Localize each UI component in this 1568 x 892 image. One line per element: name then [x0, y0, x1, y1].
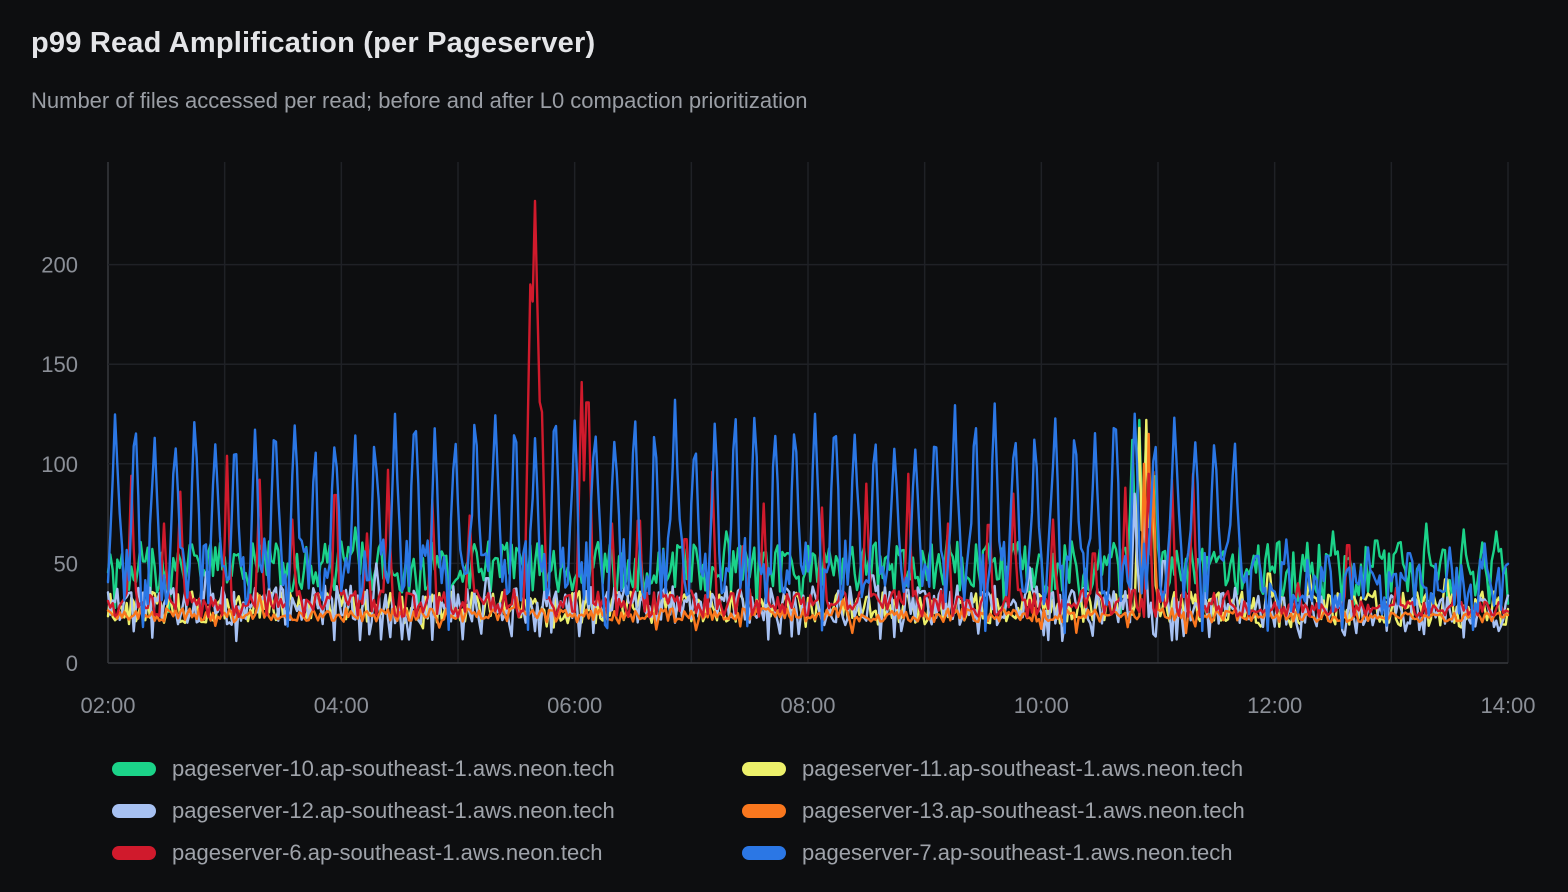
chart-subtitle: Number of files accessed per read; befor… — [31, 88, 808, 113]
legend-label: pageserver-7.ap-southeast-1.aws.neon.tec… — [802, 839, 1233, 865]
legend-swatch-orange — [742, 803, 786, 818]
legend-item-pageserver-11[interactable]: pageserver-11.ap-southeast-1.aws.neon.te… — [742, 753, 1245, 784]
legend-item-pageserver-10[interactable]: pageserver-10.ap-southeast-1.aws.neon.te… — [112, 753, 742, 784]
legend-item-pageserver-13[interactable]: pageserver-13.ap-southeast-1.aws.neon.te… — [742, 795, 1245, 826]
x-axis-tick-label: 14:00 — [1480, 693, 1535, 718]
y-axis-tick-label: 200 — [41, 253, 78, 278]
legend-label: pageserver-12.ap-southeast-1.aws.neon.te… — [172, 797, 615, 823]
legend-swatch-red — [112, 845, 156, 860]
legend-item-pageserver-12[interactable]: pageserver-12.ap-southeast-1.aws.neon.te… — [112, 795, 742, 826]
legend-swatch-yellow — [742, 761, 786, 776]
legend-label: pageserver-13.ap-southeast-1.aws.neon.te… — [802, 797, 1245, 823]
series-line-5 — [106, 398, 1510, 635]
y-axis-tick-label: 0 — [66, 651, 78, 676]
x-axis-tick-label: 12:00 — [1247, 693, 1302, 718]
legend-item-pageserver-6[interactable]: pageserver-6.ap-southeast-1.aws.neon.tec… — [112, 837, 742, 868]
series-line-0 — [106, 418, 1510, 615]
legend-swatch-green — [112, 761, 156, 776]
plot-canvas[interactable]: 0 50 100 150 200 02:00 04:00 06:00 08:00 10:00 12:… — [0, 0, 1568, 735]
series-line-3 — [106, 432, 1510, 635]
legend-label: pageserver-11.ap-southeast-1.aws.neon.te… — [802, 755, 1244, 781]
legend-label: pageserver-6.ap-southeast-1.aws.neon.tec… — [172, 839, 603, 865]
x-axis-tick-label: 10:00 — [1014, 693, 1069, 718]
series-line-4 — [106, 199, 1510, 619]
x-axis-tick-label: 08:00 — [780, 693, 835, 718]
series-line-2 — [106, 492, 1510, 643]
legend-swatch-light-blue — [112, 803, 156, 818]
x-axis-tick-label: 04:00 — [314, 693, 369, 718]
legend-label: pageserver-10.ap-southeast-1.aws.neon.te… — [172, 755, 615, 781]
y-axis-tick-label: 100 — [41, 452, 78, 477]
chart-title: p99 Read Amplification (per Pageserver) — [31, 27, 596, 59]
legend: pageserver-10.ap-southeast-1.aws.neon.te… — [112, 753, 1245, 868]
legend-swatch-blue — [742, 845, 786, 860]
x-axis-tick-label: 06:00 — [547, 693, 602, 718]
legend-item-pageserver-7[interactable]: pageserver-7.ap-southeast-1.aws.neon.tec… — [742, 837, 1245, 868]
y-axis-tick-label: 50 — [54, 551, 78, 576]
x-axis-tick-label: 02:00 — [80, 693, 135, 718]
y-axis-tick-label: 150 — [41, 352, 78, 377]
